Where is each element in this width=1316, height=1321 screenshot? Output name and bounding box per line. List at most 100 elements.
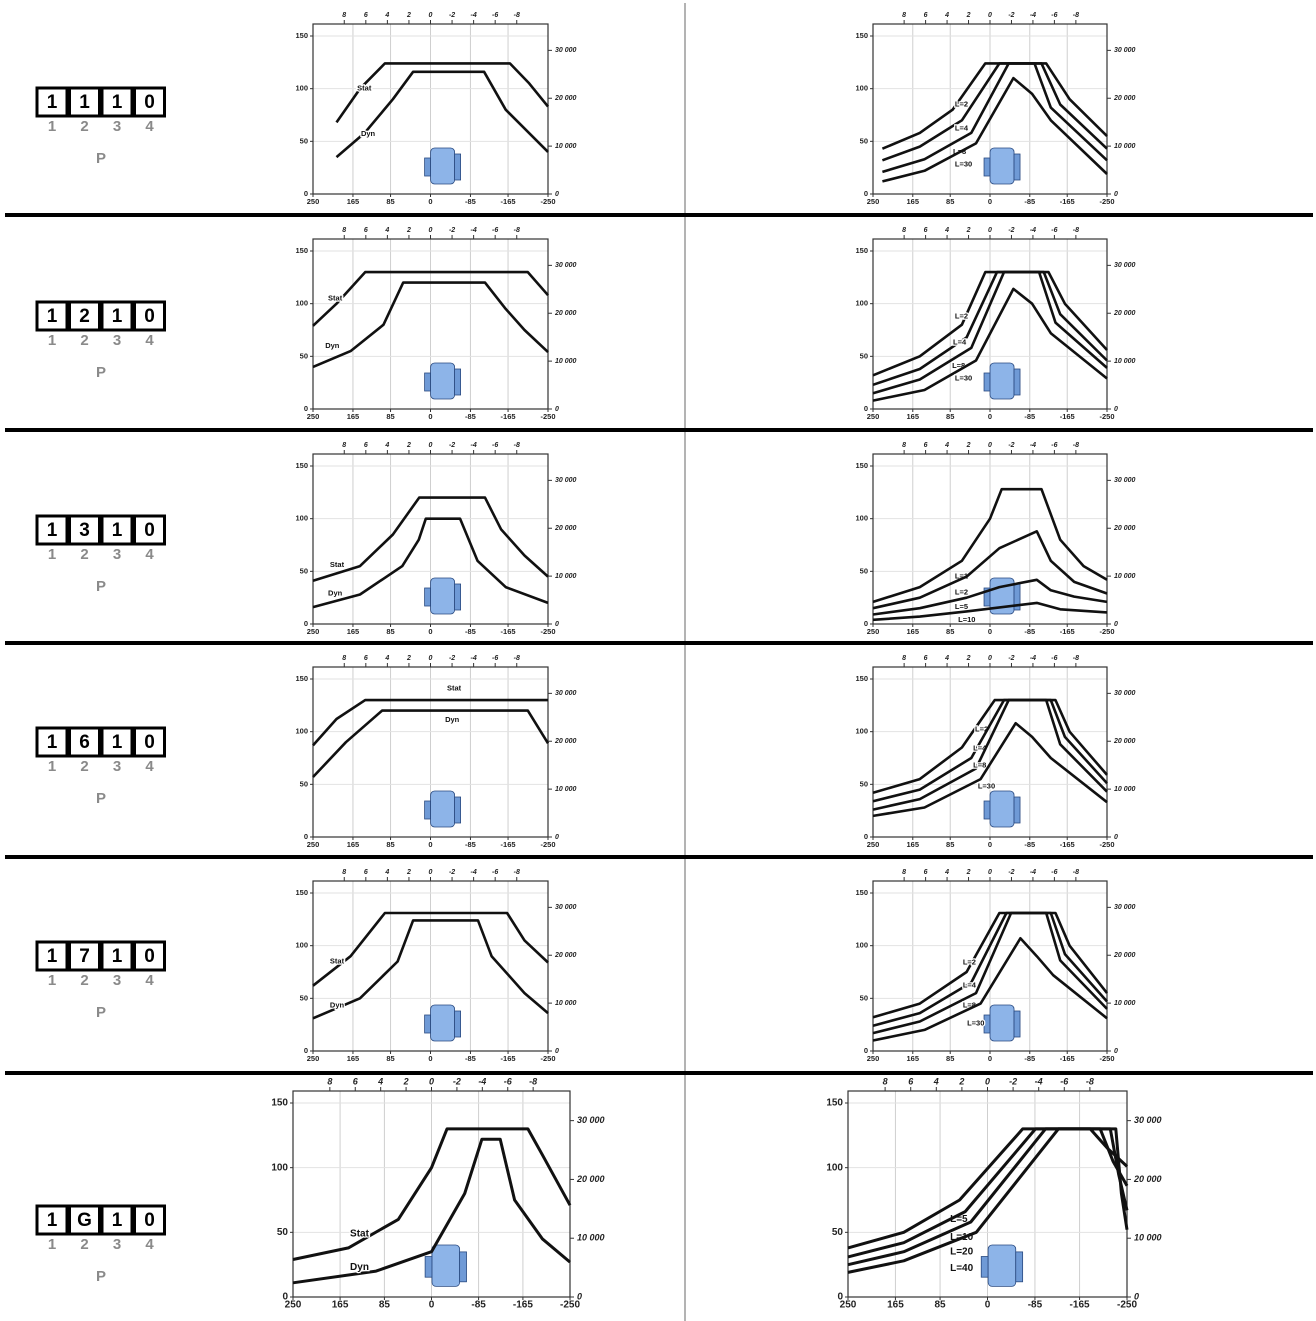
series-line (312, 919, 549, 1020)
x2-tick-label: -8 (1073, 869, 1079, 876)
y2-tick-label: 20 000 (576, 1174, 605, 1184)
y-tick-label: 100 (826, 1162, 843, 1173)
x2-tick-label: -2 (1008, 655, 1014, 662)
series-line (335, 62, 550, 124)
x-tick-label: -250 (1099, 840, 1114, 849)
x-tick-label: -250 (560, 1300, 580, 1311)
code-position: 4 (145, 332, 154, 349)
code-position: 4 (145, 546, 154, 563)
code-digit: 1 (79, 92, 90, 113)
x-tick-label: -250 (540, 1054, 555, 1063)
series-label: Stat (357, 84, 372, 93)
icon-part (989, 1004, 1015, 1042)
code-digit: 0 (144, 946, 155, 967)
x-tick-label: 0 (988, 197, 992, 206)
y-tick-label: 150 (855, 246, 868, 255)
x-tick-label: 0 (428, 412, 432, 421)
x-tick-label: -165 (1060, 412, 1075, 421)
icon-part (989, 147, 1015, 185)
x2-tick-label: 4 (944, 655, 949, 662)
y-tick-label: 0 (282, 1292, 288, 1303)
x2-tick-label: 6 (353, 1076, 359, 1086)
y-tick-label: 150 (295, 246, 308, 255)
series-label: L=30 (978, 781, 995, 790)
x-tick-label: -165 (1060, 197, 1075, 206)
icon-part (983, 800, 991, 820)
x2-tick-label: 6 (364, 12, 368, 19)
motor-icon (983, 1004, 1021, 1042)
y-tick-label: 150 (295, 674, 308, 683)
y2-tick-label: 30 000 (1114, 477, 1136, 484)
series-label: Dyn (330, 1001, 345, 1010)
code-position: 1 (48, 1236, 56, 1253)
series-line (312, 270, 549, 327)
y-tick-label: 150 (295, 888, 308, 897)
code-digit: 0 (144, 520, 155, 541)
chart: 250 165 85 0 -85 -165 -250 8 6 4 2 0 -2 -4 -6 -8 0 50 100 1… (295, 227, 576, 421)
y-tick-label: 100 (295, 941, 308, 950)
x-tick-label: 0 (428, 840, 432, 849)
code-digit: 1 (47, 732, 58, 753)
icon-part (1015, 1251, 1024, 1283)
code-p: P (96, 578, 106, 595)
x2-tick-label: 2 (403, 1076, 409, 1086)
series-line (335, 70, 549, 159)
x-tick-label: 85 (935, 1300, 947, 1311)
code-box (133, 940, 166, 972)
x2-tick-label: -2 (1009, 1076, 1017, 1086)
x2-tick-label: -8 (514, 12, 520, 19)
code-position: 3 (113, 758, 121, 775)
x2-tick-label: -6 (492, 869, 498, 876)
x-tick-label: 250 (307, 840, 320, 849)
y-tick-label: 0 (864, 619, 868, 628)
y2-tick-label: 20 000 (1113, 95, 1136, 102)
x2-tick-label: -2 (449, 442, 455, 449)
x-tick-label: -250 (540, 197, 555, 206)
y-tick-label: 150 (271, 1098, 288, 1109)
icon-part (430, 577, 456, 615)
x-tick-label: -85 (471, 1300, 486, 1311)
x-tick-label: 0 (988, 412, 992, 421)
icon-part (430, 147, 456, 185)
x2-tick-label: 6 (364, 442, 368, 449)
x2-tick-label: -6 (1051, 869, 1057, 876)
code-box (68, 940, 101, 972)
x2-tick-label: 2 (966, 12, 971, 19)
x-tick-label: -85 (1024, 412, 1035, 421)
series-label: L=20 (950, 1246, 974, 1257)
y-tick-label: 50 (860, 136, 868, 145)
x2-tick-label: -8 (1073, 12, 1079, 19)
x2-tick-label: -8 (514, 655, 520, 662)
series-line (847, 1127, 1129, 1274)
code-digit: 1 (112, 732, 123, 753)
series-label: L=1 (955, 572, 968, 581)
x-tick-label: 85 (386, 197, 394, 206)
series-line (872, 721, 1108, 818)
y-tick-label: 100 (295, 727, 308, 736)
y-tick-label: 150 (855, 674, 868, 683)
y-tick-label: 100 (855, 299, 868, 308)
code-position: 4 (145, 972, 154, 989)
series-line (872, 911, 1108, 1035)
code-box (100, 940, 134, 972)
x2-tick-label: 8 (883, 1076, 888, 1086)
code-digit: 1 (47, 306, 58, 327)
motor-icon (983, 362, 1021, 400)
x2-tick-label: -2 (1008, 869, 1014, 876)
y-tick-label: 150 (826, 1098, 843, 1109)
code-p: P (96, 150, 106, 167)
x2-tick-label: 6 (924, 655, 928, 662)
x-tick-label: -250 (540, 412, 555, 421)
code-position: 1 (48, 546, 56, 563)
code-digit: 1 (47, 520, 58, 541)
y2-tick-label: 0 (577, 1291, 582, 1301)
x2-tick-label: -2 (449, 12, 455, 19)
y-tick-label: 0 (837, 1292, 843, 1303)
y2-tick-label: 10 000 (555, 573, 577, 580)
series-label: Stat (350, 1228, 370, 1239)
y-tick-label: 100 (855, 84, 868, 93)
x2-tick-label: -2 (449, 869, 455, 876)
x-tick-label: -85 (1024, 840, 1035, 849)
code-position: 3 (113, 118, 121, 135)
